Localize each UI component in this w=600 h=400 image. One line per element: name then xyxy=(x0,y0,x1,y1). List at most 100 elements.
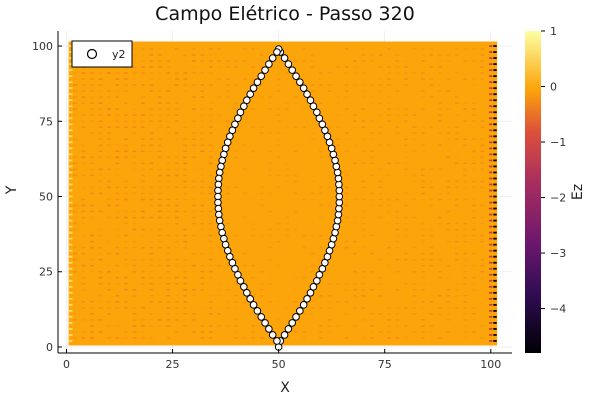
heatmap-cell xyxy=(115,325,120,327)
heatmap-cell xyxy=(69,303,73,306)
heatmap-cell xyxy=(132,264,137,267)
heatmap-cell xyxy=(90,78,94,80)
heatmap-cell xyxy=(81,96,86,98)
heatmap-cell xyxy=(446,126,451,129)
heatmap-cell xyxy=(115,78,120,80)
heatmap-cell xyxy=(191,318,196,321)
series-y2-point xyxy=(243,289,251,297)
heatmap-cell xyxy=(90,300,94,303)
legend-label-y2: y2 xyxy=(112,48,126,61)
heatmap-cell xyxy=(157,300,162,303)
heatmap-cell xyxy=(217,312,222,315)
heatmap-cell xyxy=(157,264,162,267)
heatmap-cell xyxy=(344,282,349,285)
heatmap-cell xyxy=(166,216,171,219)
heatmap-cell xyxy=(471,331,476,333)
heatmap-cell xyxy=(361,318,366,321)
heatmap-cell xyxy=(493,171,497,174)
heatmap-cell xyxy=(69,93,73,96)
heatmap-cell xyxy=(69,291,73,294)
heatmap-cell xyxy=(157,318,162,321)
heatmap-cell xyxy=(454,294,459,297)
heatmap-cell xyxy=(293,228,298,231)
heatmap-cell xyxy=(69,69,73,72)
heatmap-cell xyxy=(489,237,493,240)
heatmap-cell xyxy=(387,120,391,123)
heatmap-cell xyxy=(404,120,408,123)
heatmap-cell xyxy=(225,186,230,189)
heatmap-cell xyxy=(268,276,273,279)
colorbar-tick-label: −3 xyxy=(550,247,566,260)
heatmap-cell xyxy=(344,138,349,141)
heatmap-cell xyxy=(493,87,497,90)
heatmap-cell xyxy=(73,252,77,255)
heatmap-cell xyxy=(81,156,86,159)
heatmap-cell xyxy=(191,48,196,50)
heatmap-cell xyxy=(463,120,468,123)
heatmap-cell xyxy=(285,216,290,219)
heatmap-cell xyxy=(319,337,323,339)
heatmap-cell xyxy=(319,102,323,104)
heatmap-cell xyxy=(429,234,434,237)
heatmap-cell xyxy=(493,129,497,132)
heatmap-cell xyxy=(395,246,400,249)
heatmap-cell xyxy=(208,198,213,201)
heatmap-cell xyxy=(166,90,171,92)
heatmap-cell xyxy=(361,120,366,123)
heatmap-cell xyxy=(370,192,374,195)
heatmap-cell xyxy=(493,231,497,234)
heatmap-cell xyxy=(90,252,94,255)
heatmap-cell xyxy=(208,210,213,213)
heatmap-cell xyxy=(310,180,315,183)
heatmap-cell xyxy=(123,150,128,153)
heatmap-cell xyxy=(90,234,94,237)
heatmap-cell xyxy=(69,123,73,126)
heatmap-cell xyxy=(174,72,179,74)
heatmap-cell xyxy=(493,303,497,306)
heatmap-cell xyxy=(132,276,137,279)
heatmap-cell xyxy=(242,114,247,117)
heatmap-cell xyxy=(149,306,154,309)
heatmap-cell xyxy=(489,93,493,96)
heatmap-cell xyxy=(420,276,425,279)
heatmap-cell xyxy=(140,84,145,86)
heatmap-cell xyxy=(361,192,366,195)
heatmap-cell xyxy=(327,90,332,92)
heatmap-cell xyxy=(353,270,357,273)
heatmap-cell xyxy=(115,228,120,231)
heatmap-cell xyxy=(149,216,154,219)
heatmap-cell xyxy=(387,144,391,147)
heatmap-cell xyxy=(259,96,264,98)
heatmap-cell xyxy=(191,126,196,129)
heatmap-cell xyxy=(208,156,213,159)
heatmap-cell xyxy=(395,270,400,273)
heatmap-cell xyxy=(404,234,408,237)
heatmap-cell xyxy=(412,150,417,153)
heatmap-cell xyxy=(370,318,374,321)
heatmap-cell xyxy=(149,300,154,303)
heatmap-cell xyxy=(387,306,391,309)
series-y2-point xyxy=(261,319,269,327)
heatmap-cell xyxy=(437,294,442,297)
heatmap-cell xyxy=(140,318,145,321)
heatmap-cell xyxy=(493,328,497,330)
heatmap-cell xyxy=(183,234,188,237)
heatmap-cell xyxy=(157,325,162,327)
heatmap-cell xyxy=(208,126,213,129)
heatmap-cell xyxy=(73,114,77,117)
heatmap-cell xyxy=(404,66,408,68)
heatmap-cell xyxy=(174,210,179,213)
heatmap-cell xyxy=(412,180,417,183)
heatmap-cell xyxy=(149,162,154,165)
heatmap-cell xyxy=(73,216,77,219)
heatmap-cell xyxy=(251,108,256,110)
heatmap-cell xyxy=(446,108,451,110)
heatmap-cell xyxy=(489,153,493,156)
heatmap-cell xyxy=(208,216,213,219)
heatmap-cell xyxy=(90,192,94,195)
heatmap-cell xyxy=(132,162,137,165)
heatmap-cell xyxy=(123,192,128,195)
heatmap-cell xyxy=(166,264,171,267)
heatmap-cell xyxy=(242,270,247,273)
